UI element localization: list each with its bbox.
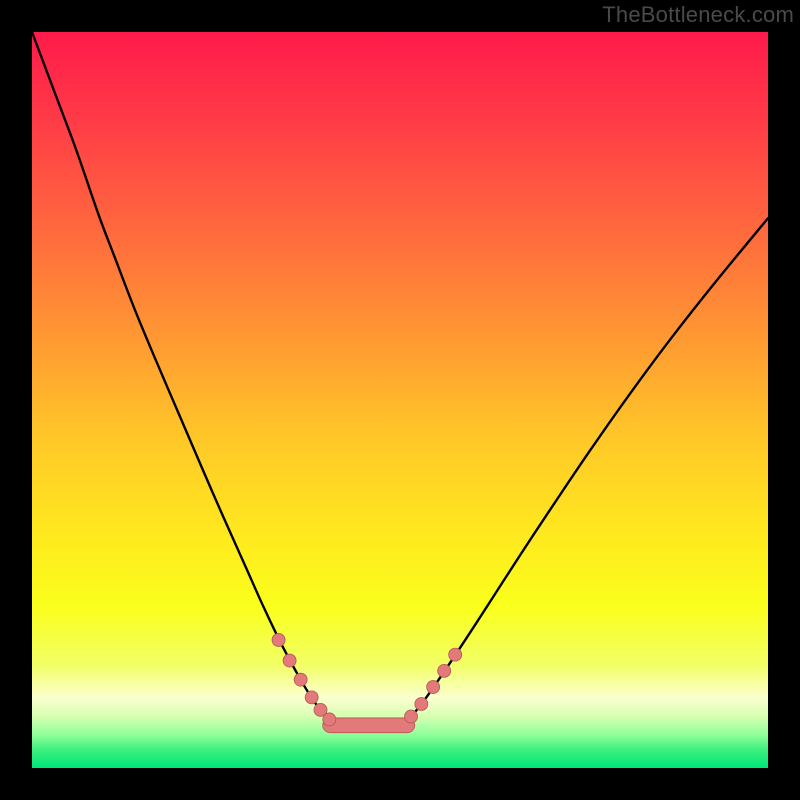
bottleneck-chart [0, 0, 800, 800]
watermark-text: TheBottleneck.com [602, 2, 794, 28]
gradient-plot-area [32, 32, 768, 768]
chart-stage: TheBottleneck.com [0, 0, 800, 800]
marker-floor-bar [323, 718, 415, 733]
